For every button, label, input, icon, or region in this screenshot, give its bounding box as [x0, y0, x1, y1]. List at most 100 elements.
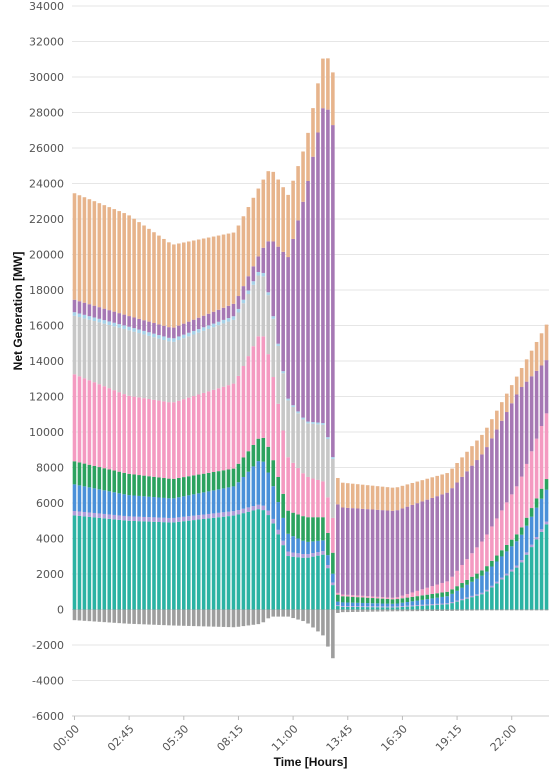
bar-segment — [475, 547, 479, 574]
bar-segment — [475, 595, 479, 610]
bar-segment — [534, 498, 539, 508]
bar-segment — [127, 495, 131, 517]
bar-segment — [514, 541, 519, 566]
bar-segment — [495, 429, 499, 519]
bar-segment — [211, 609, 216, 627]
bar-segment — [152, 476, 156, 498]
bar-segment — [321, 423, 325, 425]
bar-segment — [147, 496, 151, 518]
bar-segment — [196, 239, 201, 318]
bar-segment — [256, 509, 261, 610]
bar-segment — [524, 381, 529, 464]
bar-segment — [251, 266, 256, 282]
bar-segment — [316, 540, 320, 553]
bar-segment — [410, 592, 415, 597]
bar-segment — [286, 457, 290, 511]
bar-segment — [336, 477, 340, 505]
bar-segment — [465, 598, 469, 610]
bar-segment — [127, 395, 131, 474]
bar-segment — [311, 553, 315, 557]
bar-segment — [77, 301, 82, 314]
bar-segment — [132, 609, 136, 624]
bar-segment — [157, 477, 161, 498]
bar-segment — [425, 478, 430, 500]
bar-segment — [321, 481, 325, 518]
bar-segment — [291, 552, 295, 557]
bar-segment — [410, 596, 415, 602]
bar-segment — [157, 335, 161, 339]
bar-segment — [365, 509, 370, 597]
bar-segment — [127, 316, 131, 327]
bar-segment — [385, 510, 390, 598]
bar-segment — [152, 609, 156, 625]
bar-segment — [271, 377, 276, 461]
bar-segment — [311, 423, 315, 479]
bar-segment — [415, 609, 420, 612]
bar-segment — [191, 396, 196, 476]
bar-segment — [266, 295, 271, 355]
bar-segment — [162, 336, 166, 340]
bar-segment — [480, 592, 484, 595]
bar-segment — [500, 420, 504, 511]
bar-segment — [500, 402, 504, 421]
bar-segment — [490, 526, 494, 561]
bar-segment — [107, 469, 112, 492]
bar-segment — [430, 477, 435, 498]
bar-segment — [157, 400, 161, 478]
bar-segment — [470, 446, 474, 466]
bar-segment — [112, 209, 117, 312]
bar-segment — [316, 517, 320, 541]
bar-segment — [529, 451, 534, 509]
bar-segment — [485, 534, 489, 567]
bar-segment — [286, 510, 290, 534]
bar-segment — [326, 497, 330, 533]
bar-segment — [475, 573, 479, 579]
bar-segment — [266, 609, 271, 619]
bar-segment — [306, 132, 310, 181]
bar-segment — [360, 607, 365, 610]
bar-segment — [72, 315, 77, 375]
bar-segment — [296, 220, 300, 412]
bar-segment — [311, 478, 315, 518]
bar-segment — [430, 604, 435, 606]
bar-segment — [241, 609, 246, 627]
bar-segment — [201, 609, 206, 627]
bar-segment — [102, 490, 107, 514]
bar-segment — [435, 597, 439, 604]
bar-segment — [470, 597, 474, 610]
bar-segment — [321, 554, 325, 610]
bar-segment — [341, 596, 345, 603]
bar-segment — [395, 597, 400, 600]
y-tick-label: 8000 — [36, 462, 64, 475]
bar-segment — [206, 325, 211, 329]
bar-segment — [216, 309, 221, 322]
bar-segment — [72, 299, 77, 313]
bar-segment — [261, 247, 266, 273]
bar-segment — [405, 597, 410, 603]
bar-segment — [162, 238, 166, 326]
bar-segment — [261, 461, 266, 506]
bar-segment — [231, 319, 236, 384]
bar-segment — [360, 595, 365, 598]
bar-segment — [420, 609, 425, 612]
bar-segment — [524, 359, 529, 382]
bar-segment — [514, 565, 519, 568]
bar-segment — [177, 497, 181, 518]
bar-segment — [480, 434, 484, 455]
bar-segment — [281, 540, 285, 546]
bar-segment — [206, 328, 211, 392]
bar-segment — [266, 446, 271, 473]
bar-segment — [504, 551, 509, 574]
bar-segment — [490, 566, 494, 586]
x-tick-label: 11:00 — [269, 722, 301, 754]
bar-segment — [375, 486, 380, 510]
bar-segment — [172, 498, 176, 518]
bar-segment — [216, 517, 221, 610]
bar-segment — [261, 505, 266, 511]
bar-segment — [311, 108, 315, 157]
bar-segment — [177, 243, 181, 326]
bar-segment — [162, 478, 166, 498]
bar-segment — [529, 516, 534, 545]
bar-segment — [415, 605, 420, 607]
